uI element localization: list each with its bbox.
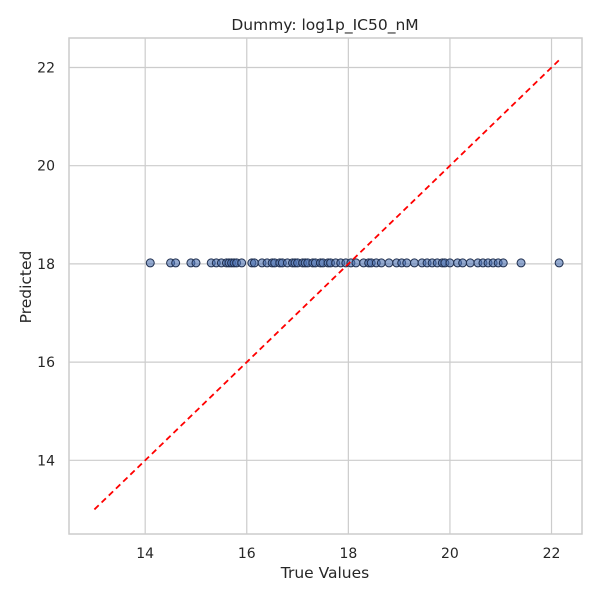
- identity-reference-line: [93, 59, 560, 511]
- y-tick-label: 22: [37, 60, 55, 76]
- y-tick-label: 14: [37, 453, 55, 469]
- scatter-point: [237, 258, 247, 268]
- y-axis-title: Predicted: [17, 251, 35, 324]
- scatter-point: [498, 258, 508, 268]
- scatter-point: [554, 258, 564, 268]
- x-tick-label: 14: [136, 546, 154, 562]
- scatter-point: [376, 258, 386, 268]
- y-tick-label: 16: [37, 355, 55, 371]
- scatter-point: [384, 258, 394, 268]
- grid-lines: [69, 38, 582, 534]
- data-points: [145, 258, 564, 268]
- reference-line-layer: [93, 59, 560, 511]
- x-tick-label: 20: [441, 546, 459, 562]
- scatter-point: [249, 258, 259, 268]
- x-tick-label: 16: [238, 546, 256, 562]
- y-tick-label: 18: [37, 257, 55, 273]
- x-tick-label: 22: [543, 546, 561, 562]
- scatter-point: [445, 258, 455, 268]
- scatter-point: [465, 258, 475, 268]
- scatter-point: [171, 258, 181, 268]
- plot-border: [68, 37, 583, 535]
- scatter-point: [458, 258, 468, 268]
- x-tick-label: 18: [339, 546, 357, 562]
- scatter-point: [145, 258, 155, 268]
- scatter-point: [516, 258, 526, 268]
- tick-labels: 14 16 18 20 22 14 16 18 20 22: [37, 60, 560, 562]
- scatter-point: [402, 258, 412, 268]
- scatter-point: [191, 258, 201, 268]
- plot-frame: [68, 37, 583, 535]
- chart-title: Dummy: log1p_IC50_nM: [231, 16, 418, 35]
- x-axis-title: True Values: [280, 564, 370, 582]
- scatter-point: [351, 258, 361, 268]
- y-tick-label: 20: [37, 159, 55, 175]
- scatter-point: [409, 258, 419, 268]
